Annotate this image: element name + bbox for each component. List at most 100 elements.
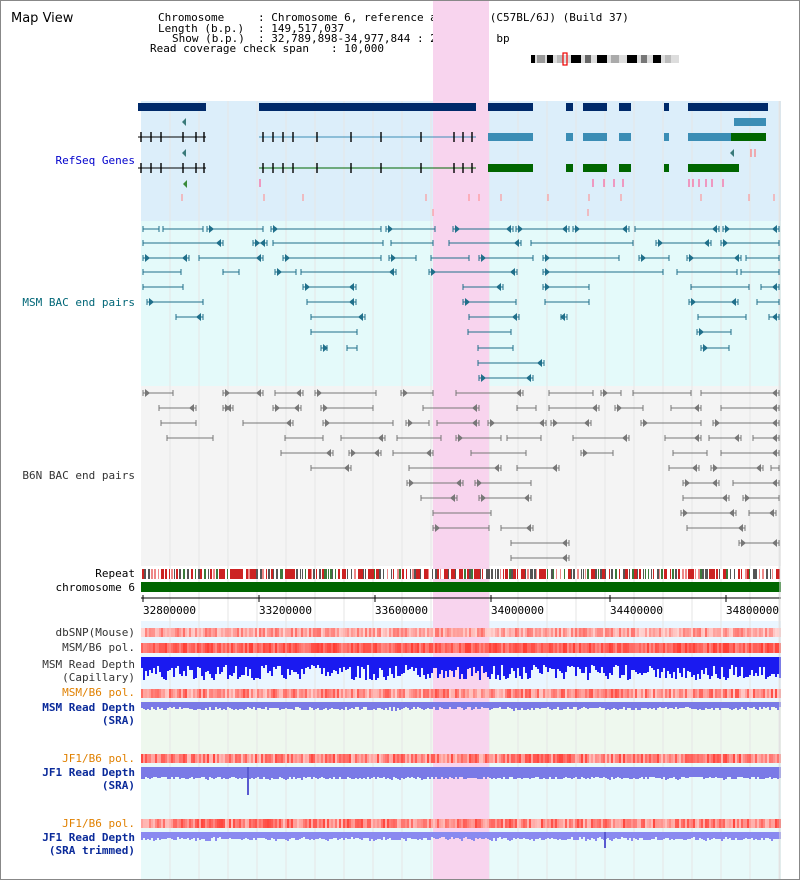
- msm-sra-depth-bar: [439, 702, 441, 707]
- jf1-b6-pol-heat-cell: [435, 754, 437, 763]
- msm-b6-pol-heat-cell: [331, 643, 333, 653]
- jf1-sra-depth-bar: [425, 767, 427, 779]
- jf1-b6-pol2-heat-cell: [299, 819, 301, 828]
- msm-b6-pol-heat-cell: [231, 643, 233, 653]
- jf1-b6-pol2-heat-cell: [565, 819, 567, 828]
- jf1-sra-depth-bar: [607, 767, 609, 779]
- msm-b6-pol2-heat-cell: [633, 689, 635, 698]
- msm-bac-pair-arrow: [641, 254, 646, 262]
- msm-b6-pol2-heat-cell: [673, 689, 675, 698]
- msm-sra-depth-bar: [695, 702, 697, 709]
- msm-sra-depth-bar: [675, 702, 677, 707]
- msm-capillary-depth-bar: [181, 657, 183, 676]
- repeat-element: [587, 569, 589, 579]
- msm-b6-pol2-heat-cell: [401, 689, 403, 698]
- msm-sra-depth-bar: [677, 702, 679, 709]
- jf1-b6-pol-heat-cell: [431, 754, 433, 763]
- jf1-sra-depth-bar: [429, 767, 431, 779]
- jf1-b6-pol-heat-cell: [253, 754, 255, 763]
- jf1-trimmed-depth-bar: [515, 832, 517, 839]
- msm-sra-depth-bar: [501, 702, 503, 709]
- jf1-sra-depth-bar: [561, 767, 563, 779]
- msm-b6-pol-heat-cell: [671, 643, 673, 653]
- msm-b6-pol2-heat-cell: [307, 689, 309, 698]
- msm-capillary-depth-bar: [533, 657, 535, 665]
- msm-capillary-depth-bar: [433, 657, 435, 668]
- jf1-b6-pol-heat-cell: [313, 754, 315, 763]
- msm-capillary-depth-bar: [609, 657, 611, 673]
- msm-b6-pol2-heat-cell: [513, 689, 515, 698]
- msm-sra-depth-bar: [777, 702, 779, 710]
- msm-capillary-depth-bar: [535, 657, 537, 667]
- msm-b6-pol2-heat-cell: [515, 689, 517, 698]
- msm-capillary-depth-bar: [419, 657, 421, 677]
- dbsnp-heat-cell: [625, 628, 627, 637]
- repeat-element: [513, 569, 516, 579]
- msm-b6-pol-heat-cell: [577, 643, 579, 653]
- msm-capillary-depth-bar: [377, 657, 379, 678]
- jf1-trimmed-depth-bar: [683, 832, 685, 840]
- msm-capillary-depth-bar: [471, 657, 473, 676]
- jf1-trimmed-depth-bar: [183, 832, 185, 839]
- msm-b6-pol-heat-cell: [403, 643, 405, 653]
- jf1-b6-pol2-heat-cell: [141, 819, 143, 828]
- jf1-sra-depth-bar: [389, 767, 391, 779]
- jf1-sra-depth-bar: [735, 767, 737, 779]
- msm-b6-pol2-heat-cell: [143, 689, 145, 698]
- jf1-b6-pol-heat-cell: [605, 754, 607, 763]
- msm-capillary-depth-bar: [247, 657, 249, 676]
- jf1-b6-pol2-heat-cell: [285, 819, 287, 828]
- dbsnp-heat-cell: [477, 628, 479, 637]
- repeat-element: [709, 569, 712, 579]
- dbsnp-heat-cell: [721, 628, 723, 637]
- msm-capillary-depth-bar: [573, 657, 575, 667]
- track-label-msm-bac[interactable]: MSM BAC end pairs: [22, 296, 135, 309]
- msm-b6-pol2-heat-cell: [663, 689, 665, 698]
- jf1-b6-pol-heat-cell: [711, 754, 713, 763]
- jf1-trimmed-depth-bar: [449, 832, 451, 839]
- jf1-sra-depth-bar: [153, 767, 155, 777]
- jf1-b6-pol2-heat-cell: [375, 819, 377, 828]
- jf1-b6-pol-heat-cell: [235, 754, 237, 763]
- msm-b6-pol2-heat-cell: [645, 689, 647, 698]
- dbsnp-heat-cell: [375, 628, 377, 637]
- jf1-sra-depth-bar: [175, 767, 177, 777]
- jf1-b6-pol-heat-cell: [329, 754, 331, 763]
- dbsnp-heat-cell: [347, 628, 349, 637]
- jf1-sra-depth-bar: [147, 767, 149, 778]
- msm-b6-pol-heat-cell: [447, 643, 449, 653]
- jf1-trimmed-depth-bar: [623, 832, 625, 838]
- dbsnp-heat-cell: [563, 628, 565, 637]
- jf1-trimmed-depth-bar: [257, 832, 259, 838]
- msm-capillary-depth-bar: [617, 657, 619, 666]
- dbsnp-heat-cell: [147, 628, 149, 637]
- jf1-sra-depth-bar: [613, 767, 615, 779]
- msm-bac-pair-arrow: [209, 225, 214, 233]
- track-label-b6n-bac[interactable]: B6N BAC end pairs: [22, 469, 135, 482]
- jf1-b6-pol2-heat-cell: [231, 819, 233, 828]
- jf1-b6-pol2-heat-cell: [427, 819, 429, 828]
- jf1-b6-pol2-heat-cell: [397, 819, 399, 828]
- jf1-sra-depth-bar: [641, 767, 643, 777]
- jf1-trimmed-depth-bar: [643, 832, 645, 840]
- dbsnp-heat-cell: [653, 628, 655, 637]
- msm-b6-pol-heat-cell: [751, 643, 753, 653]
- jf1-trimmed-depth-bar: [739, 832, 741, 840]
- msm-sra-depth-bar: [251, 702, 253, 709]
- jf1-b6-pol-heat-cell: [205, 754, 207, 763]
- jf1-b6-pol-heat-cell: [269, 754, 271, 763]
- jf1-b6-pol-heat-cell: [419, 754, 421, 763]
- msm-b6-pol2-heat-cell: [503, 689, 505, 698]
- dbsnp-heat-cell: [449, 628, 451, 637]
- msm-b6-pol2-heat-cell: [449, 689, 451, 698]
- msm-b6-pol2-heat-cell: [213, 689, 215, 698]
- msm-capillary-depth-bar: [259, 657, 261, 679]
- dbsnp-heat-cell: [279, 628, 281, 637]
- dbsnp-heat-cell: [679, 628, 681, 637]
- track-label-refseq[interactable]: RefSeq Genes: [55, 154, 135, 167]
- jf1-b6-pol-heat-cell: [331, 754, 333, 763]
- msm-sra-depth-bar: [635, 702, 637, 708]
- msm-b6-pol-heat-cell: [345, 643, 347, 653]
- jf1-b6-pol-heat-cell: [657, 754, 659, 763]
